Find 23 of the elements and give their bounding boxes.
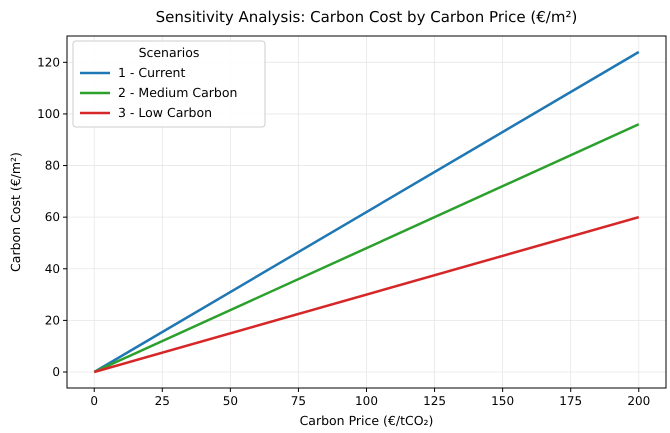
legend-title: Scenarios — [138, 45, 200, 60]
y-tick-label: 40 — [44, 262, 60, 276]
legend-label: 3 - Low Carbon — [118, 105, 212, 120]
y-tick-label: 120 — [37, 55, 60, 70]
x-axis-title: Carbon Price (€/tCO₂) — [300, 413, 434, 428]
legend-label: 2 - Medium Carbon — [118, 85, 238, 100]
x-tick-label: 75 — [290, 394, 306, 408]
x-tick-label: 150 — [491, 394, 514, 408]
x-tick-label: 0 — [90, 394, 98, 408]
x-tick-label: 125 — [423, 394, 446, 408]
x-tick-label: 100 — [355, 394, 378, 408]
x-tick-label: 175 — [559, 394, 582, 408]
chart-title: Sensitivity Analysis: Carbon Cost by Carbon Price (€/m²) — [156, 8, 578, 26]
y-tick-label: 100 — [37, 106, 60, 121]
x-tick-label: 50 — [222, 394, 238, 408]
x-tick-label: 200 — [627, 394, 650, 408]
y-axis-title: Carbon Cost (€/m²) — [8, 152, 23, 272]
y-tick-label: 0 — [52, 365, 60, 379]
x-tick-label: 25 — [154, 394, 170, 408]
y-tick-label: 20 — [44, 313, 60, 328]
legend-label: 1 - Current — [118, 65, 186, 80]
y-tick-label: 80 — [44, 158, 60, 173]
y-tick-label: 60 — [44, 210, 60, 224]
